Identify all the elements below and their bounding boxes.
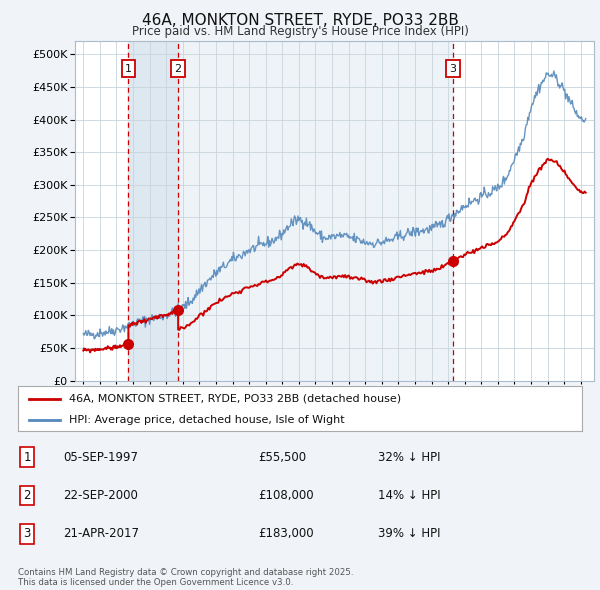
Text: 22-SEP-2000: 22-SEP-2000 bbox=[63, 489, 138, 502]
Text: 2: 2 bbox=[175, 64, 182, 74]
Text: 46A, MONKTON STREET, RYDE, PO33 2BB: 46A, MONKTON STREET, RYDE, PO33 2BB bbox=[142, 13, 458, 28]
Text: 32% ↓ HPI: 32% ↓ HPI bbox=[378, 451, 440, 464]
Text: 2: 2 bbox=[23, 489, 31, 502]
Text: 46A, MONKTON STREET, RYDE, PO33 2BB (detached house): 46A, MONKTON STREET, RYDE, PO33 2BB (det… bbox=[69, 394, 401, 404]
Text: 1: 1 bbox=[125, 64, 132, 74]
Text: 14% ↓ HPI: 14% ↓ HPI bbox=[378, 489, 440, 502]
Text: HPI: Average price, detached house, Isle of Wight: HPI: Average price, detached house, Isle… bbox=[69, 415, 344, 425]
Text: 3: 3 bbox=[23, 527, 31, 540]
Bar bbox=[128, 41, 178, 381]
Text: £55,500: £55,500 bbox=[258, 451, 306, 464]
Text: £108,000: £108,000 bbox=[258, 489, 314, 502]
Text: Price paid vs. HM Land Registry's House Price Index (HPI): Price paid vs. HM Land Registry's House … bbox=[131, 25, 469, 38]
Text: 1: 1 bbox=[23, 451, 31, 464]
Text: 05-SEP-1997: 05-SEP-1997 bbox=[63, 451, 138, 464]
Text: 21-APR-2017: 21-APR-2017 bbox=[63, 527, 139, 540]
Text: 39% ↓ HPI: 39% ↓ HPI bbox=[378, 527, 440, 540]
Text: Contains HM Land Registry data © Crown copyright and database right 2025.
This d: Contains HM Land Registry data © Crown c… bbox=[18, 568, 353, 587]
Text: 3: 3 bbox=[449, 64, 457, 74]
Bar bbox=[178, 41, 453, 381]
Text: £183,000: £183,000 bbox=[258, 527, 314, 540]
